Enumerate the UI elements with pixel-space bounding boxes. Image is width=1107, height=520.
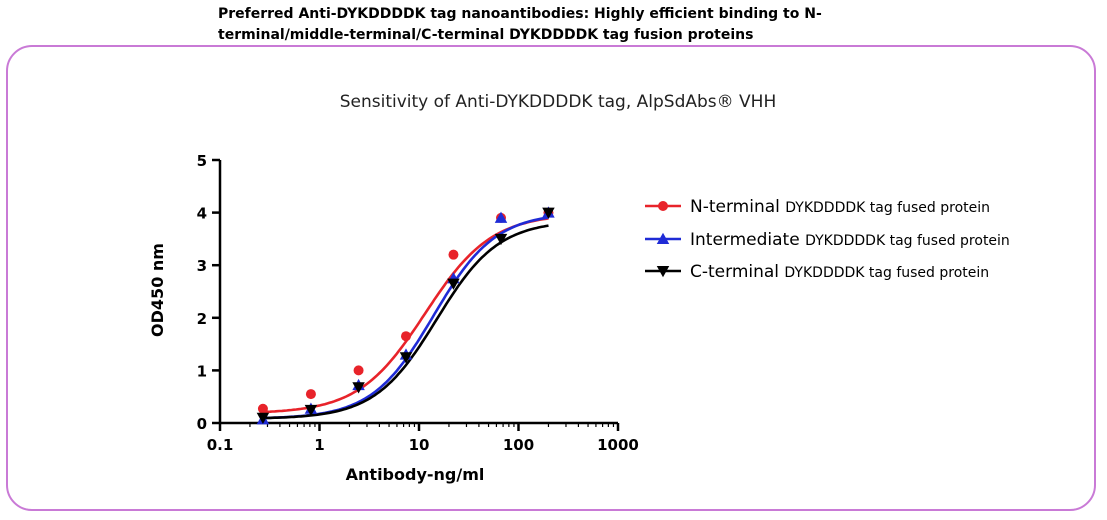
data-point-c-terminal	[304, 404, 318, 417]
data-point-c-terminal	[352, 382, 365, 394]
data-point-c-terminal	[399, 352, 413, 364]
legend-series-suffix: DYKDDDDK tag fused protein	[785, 200, 990, 216]
legend-marker	[656, 232, 670, 244]
fit-curve-n-terminal	[262, 217, 549, 414]
fit-curve-intermediate	[262, 216, 549, 420]
legend-marker	[656, 266, 670, 278]
data-point-c-terminal	[542, 207, 555, 219]
data-point-n-terminal	[257, 403, 268, 414]
y-tick-label: 3	[197, 257, 207, 275]
y-tick-label: 5	[197, 152, 207, 170]
legend-series-suffix: DYKDDDDK tag fused protein	[805, 233, 1010, 249]
data-point-c-terminal	[256, 412, 270, 424]
chart-frame	[6, 45, 1096, 511]
data-point-n-terminal	[448, 249, 459, 260]
x-axis-label: Antibody-ng/ml	[346, 465, 485, 484]
legend-label: C-terminal DYKDDDDK tag fused protein	[690, 262, 989, 282]
y-tick-label: 0	[197, 415, 207, 433]
x-tick-label: 100	[503, 436, 534, 454]
headline-line-2: terminal/middle-terminal/C-terminal DYKD…	[218, 27, 754, 43]
legend-series-name: Intermediate	[690, 230, 805, 250]
x-tick-label: 0.1	[207, 436, 234, 454]
legend-series-name: C-terminal	[690, 262, 784, 282]
legend-label: Intermediate DYKDDDDK tag fused protein	[690, 230, 1010, 250]
data-point-c-terminal	[447, 278, 460, 290]
x-tick-label: 1000	[597, 436, 639, 454]
y-tick-label: 4	[197, 205, 207, 223]
legend-series-suffix: DYKDDDDK tag fused protein	[784, 265, 989, 281]
data-point-intermediate	[494, 211, 508, 223]
x-tick-label: 1	[314, 436, 324, 454]
legend-series-name: N-terminal	[690, 197, 785, 217]
x-tick-label: 10	[409, 436, 430, 454]
fit-curve-c-terminal	[262, 224, 549, 420]
data-point-n-terminal	[400, 331, 411, 342]
data-point-c-terminal	[494, 233, 508, 246]
page-headline: Preferred Anti-DYKDDDDK tag nanoantibodi…	[218, 4, 918, 46]
legend-marker	[658, 201, 668, 211]
data-point-n-terminal	[305, 389, 316, 400]
legend-label: N-terminal DYKDDDDK tag fused protein	[690, 197, 990, 217]
headline-line-1: Preferred Anti-DYKDDDDK tag nanoantibodi…	[218, 6, 822, 22]
data-point-n-terminal	[353, 365, 364, 376]
y-tick-label: 2	[197, 310, 207, 328]
y-axis-label: OD450 nm	[148, 243, 167, 337]
y-tick-label: 1	[197, 362, 207, 380]
chart-title: Sensitivity of Anti-DYKDDDDK tag, AlpSdA…	[340, 92, 777, 112]
